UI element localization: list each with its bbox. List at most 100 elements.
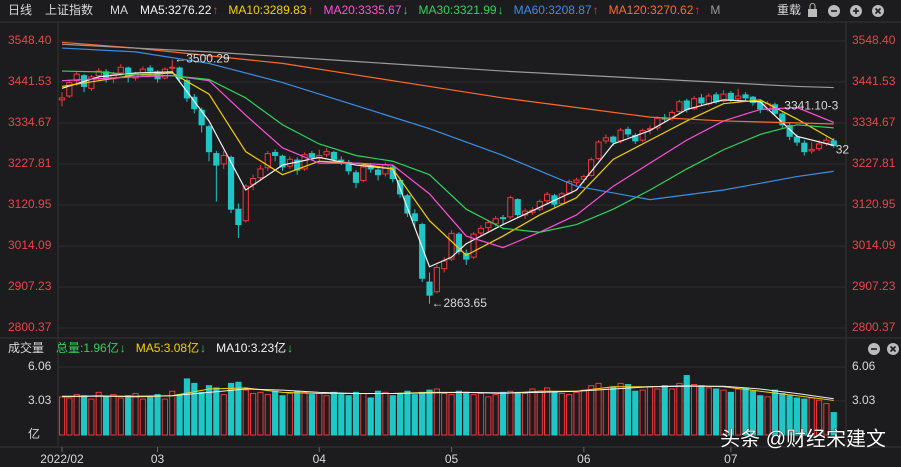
legend-trend: ↑ (593, 3, 599, 17)
candle-body (301, 154, 308, 170)
volume-bar (205, 385, 213, 436)
candle-body (617, 129, 624, 142)
y-tick-label: 3120.95 (8, 197, 52, 211)
candle-body (735, 95, 742, 100)
volume-bar (786, 395, 793, 436)
legend-entry: MA30:3321.99 (419, 3, 497, 17)
y-tick-label: 3441.53 (8, 74, 52, 88)
plus-icon[interactable] (850, 5, 862, 17)
volume-bar (433, 388, 440, 436)
volume-bar (73, 394, 80, 436)
volume-bar (639, 389, 646, 436)
volume-bar (448, 394, 455, 436)
volume-bar (227, 382, 235, 436)
candle-body (264, 153, 271, 169)
legend-trend: ↑ (694, 3, 700, 17)
candle-body (250, 178, 257, 185)
candle-body (801, 142, 808, 153)
lock-icon[interactable] (808, 3, 817, 18)
volume-bar (573, 391, 580, 436)
volume-bar (169, 390, 176, 436)
y2-tick-label: 3120.95 (852, 197, 896, 211)
y2-tick-label: 6.06 (852, 359, 876, 373)
volume-bar (367, 397, 374, 436)
ma-label[interactable]: MA (110, 3, 128, 17)
candle-body (676, 101, 683, 112)
volume-bar (698, 385, 705, 436)
candle-body (705, 95, 712, 105)
reload-button[interactable]: 重载 (777, 3, 801, 17)
volume-bar (558, 392, 565, 436)
volume-bar (88, 398, 95, 436)
volume-bar (749, 390, 756, 436)
close-icon[interactable] (872, 5, 884, 17)
volume-bar (455, 390, 462, 436)
x-tick-label: 03 (151, 452, 165, 466)
legend-entry: MA60:3208.87 (514, 3, 592, 17)
candle-body (338, 159, 345, 162)
candle-body (514, 199, 521, 216)
candle-body (374, 169, 382, 176)
y-tick-label: 3.03 (28, 393, 52, 407)
ma-line (61, 41, 834, 125)
volume-bar (257, 391, 264, 436)
vol-close-icon[interactable] (887, 343, 899, 355)
candle-body (448, 232, 455, 260)
candle-body (727, 92, 734, 101)
volume-bar (485, 396, 492, 436)
period-label[interactable]: 日线 (8, 3, 32, 17)
candle-body (720, 93, 727, 102)
volume-bar (374, 390, 382, 436)
candle-body (220, 154, 227, 165)
candle-body (742, 94, 749, 99)
volume-ma-line (62, 385, 834, 400)
volume-bar (830, 412, 837, 436)
volume-bar (492, 394, 499, 436)
candle-body (558, 193, 565, 204)
volume-bar (668, 388, 676, 436)
ma-line (61, 70, 834, 233)
volume-bar (242, 389, 249, 436)
volume-bar (771, 389, 779, 436)
volume-bar (103, 396, 110, 436)
volume-bar (507, 390, 514, 436)
volume-bar (720, 389, 727, 436)
volume-bar (308, 394, 315, 436)
volume-bar (617, 382, 624, 436)
volume-bar (294, 390, 301, 436)
y2-tick-label: 3.03 (852, 393, 876, 407)
volume-bar (147, 396, 154, 436)
volume-bar (463, 391, 470, 436)
annotation: ←3500.29 (174, 52, 230, 66)
volume-bar (610, 386, 617, 436)
volume-bar (58, 396, 66, 436)
candle-body (132, 73, 139, 79)
candle-body (477, 227, 485, 234)
candle-body (419, 224, 426, 279)
candle-body (470, 233, 477, 258)
y2-tick-label: 2907.23 (852, 279, 896, 293)
candle-body (117, 66, 124, 74)
volume-bar (66, 397, 73, 436)
minus-icon[interactable] (828, 5, 840, 17)
volume-bar (514, 391, 521, 436)
candle-body (308, 153, 315, 158)
y-tick-label: 6.06 (28, 359, 52, 373)
candle-body (492, 218, 499, 225)
x-tick-label: 06 (577, 452, 591, 466)
volume-bar (301, 391, 308, 436)
y2-tick-label: 3014.09 (852, 238, 896, 252)
candle-body (639, 130, 646, 141)
volume-bar (764, 396, 771, 436)
candle-body (698, 97, 705, 104)
volume-bar (389, 395, 396, 436)
y-tick-label: 3548.40 (8, 33, 52, 47)
candle-body (235, 208, 242, 226)
candle-body (624, 128, 632, 135)
volume-bar (80, 395, 88, 436)
candle-body (441, 260, 448, 270)
vol-minus-icon[interactable] (868, 343, 880, 355)
volume-bar (588, 385, 595, 436)
volume-legend: MA10:3.23亿 (216, 340, 286, 355)
legend-entry: MA120:3270.62 (609, 3, 694, 17)
